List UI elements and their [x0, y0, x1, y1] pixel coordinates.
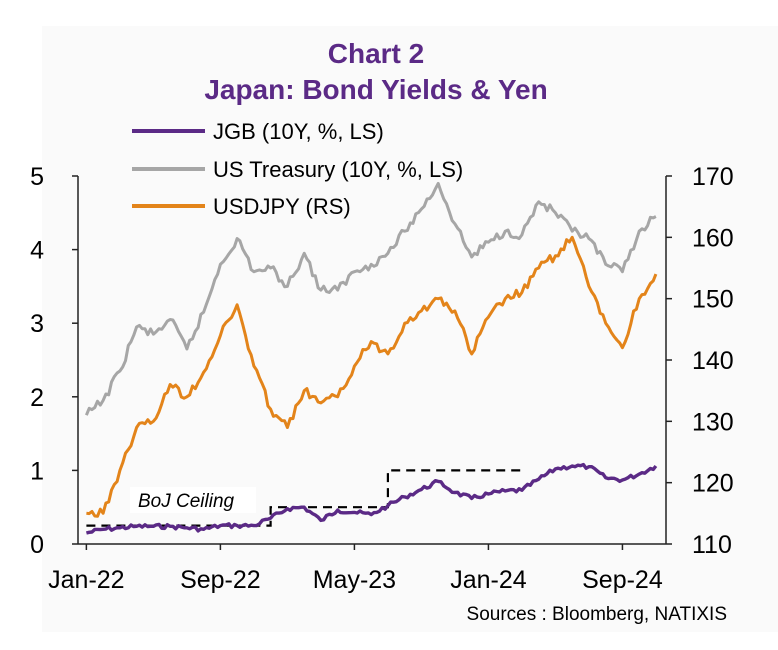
jgb-series-line: [85, 462, 658, 535]
left-y-tick-label: 0: [30, 531, 44, 559]
x-tick-label: Sep-24: [582, 566, 663, 594]
usdjpy-series-line: [86, 235, 658, 518]
ust-series-line: [85, 181, 657, 416]
x-tick-label: Sep-22: [180, 566, 261, 594]
right-y-tick-label: 150: [692, 286, 734, 314]
right-y-tick-label: 170: [692, 163, 734, 191]
left-y-tick-label: 2: [30, 384, 44, 412]
right-y-tick-label: 140: [692, 347, 734, 375]
left-y-tick-label: 4: [30, 237, 44, 265]
right-y-tick-label: 110: [692, 531, 732, 559]
chart-background: [42, 26, 778, 632]
left-y-tick-label: 5: [30, 163, 44, 191]
legend: JGB (10Y, %, LS) US Treasury (10Y, %, LS…: [132, 119, 463, 219]
legend-label-jgb: JGB (10Y, %, LS): [213, 119, 384, 144]
chart-title: Chart 2: [328, 38, 424, 69]
x-tick-label: Jan-24: [450, 566, 527, 594]
x-tick-label: May-23: [313, 566, 396, 594]
right-y-tick-label: 120: [692, 470, 734, 498]
series-lines: [85, 181, 658, 535]
source-note: Sources : Bloomberg, NATIXIS: [467, 604, 727, 625]
right-y-tick-label: 130: [692, 408, 734, 436]
legend-label-ust: US Treasury (10Y, %, LS): [213, 157, 463, 182]
left-y-tick-label: 3: [30, 310, 44, 338]
legend-label-usdjpy: USDJPY (RS): [213, 194, 351, 219]
x-tick-label: Jan-22: [48, 566, 124, 594]
right-y-tick-label: 160: [692, 224, 734, 252]
axes: [72, 175, 672, 550]
annotation-background: [130, 487, 256, 513]
tick-labels: 0 1 2 3 4 5 110 120 130 140 150 160 170 Jan-22 Sep-22 M…: [30, 163, 734, 594]
left-y-tick-label: 1: [30, 457, 44, 485]
chart-subtitle: Japan: Bond Yields & Yen: [204, 74, 547, 105]
boj-ceiling-label: BoJ Ceiling: [138, 491, 235, 512]
